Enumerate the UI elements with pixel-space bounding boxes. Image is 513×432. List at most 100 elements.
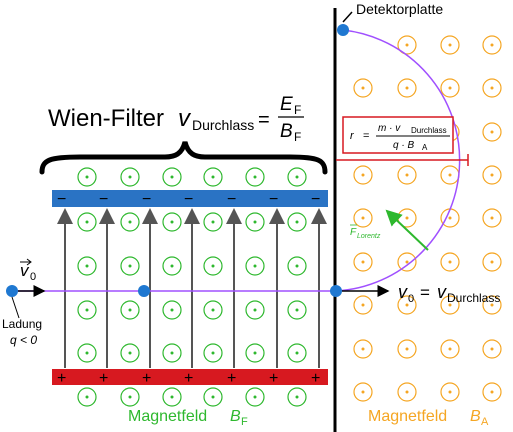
field-ring [482,339,502,359]
field-ring [287,387,307,407]
field-out-of-page-icon [245,343,265,363]
field-out-of-page-icon [245,167,265,187]
field-ring [245,343,265,363]
field-out-of-page-icon [482,382,502,402]
field-out-of-page-icon [162,256,182,276]
field-dot [448,173,452,177]
field-ring [203,300,223,320]
magnetfeld-A-symbol: B [470,408,481,425]
electric-field-arrows [57,208,327,368]
field-ring [162,212,182,232]
force-sub: Lorentz [357,233,381,240]
field-ring [397,295,417,315]
wien-filter-title: Wien-Filter [48,105,164,132]
plus-signs: + + + + + + + [57,370,320,387]
field-out-of-page-icon [397,252,417,272]
field-dot [253,220,257,224]
analysis-field-symbols [353,35,502,402]
field-dot [128,175,132,179]
field-out-of-page-icon [397,295,417,315]
field-ring [287,212,307,232]
field-ring [77,300,97,320]
field-dot [448,86,452,90]
field-ring [120,343,140,363]
plus-sign: + [269,370,278,387]
field-out-of-page-icon [353,208,373,228]
field-dot [361,86,365,90]
field-ring [482,208,502,228]
field-ring [120,300,140,320]
field-out-of-page-icon [482,78,502,98]
field-out-of-page-icon [397,35,417,55]
field-ring [482,252,502,272]
magnetfeld-F-symbol: B [230,408,241,425]
field-ring [440,382,460,402]
field-ring [440,339,460,359]
field-dot [361,390,365,394]
field-ring [77,212,97,232]
field-ring [120,256,140,276]
v0-symbol: v [20,261,30,280]
field-dot [128,351,132,355]
field-out-of-page-icon [482,165,502,185]
field-dot [448,43,452,47]
field-out-of-page-icon [482,35,502,55]
field-ring [203,212,223,232]
minus-sign: − [227,191,236,208]
field-dot [295,264,299,268]
field-dot [295,308,299,312]
field-ring [203,256,223,276]
plus-sign: + [99,370,108,387]
field-out-of-page-icon [162,167,182,187]
plus-sign: + [227,370,236,387]
field-dot [490,216,494,220]
field-out-of-page-icon [482,208,502,228]
field-dot [85,220,89,224]
field-out-of-page-icon [77,387,97,407]
field-ring [397,382,417,402]
wien-field-symbols [77,167,307,407]
field-out-of-page-icon [397,78,417,98]
field-out-of-page-icon [162,343,182,363]
field-out-of-page-icon [77,212,97,232]
field-dot [490,86,494,90]
field-out-of-page-icon [397,165,417,185]
field-dot [295,175,299,179]
wien-B-symbol: B [280,121,293,142]
field-out-of-page-icon [440,165,460,185]
field-dot [405,43,409,47]
v-durchlass-right-symbol: v [437,282,447,302]
field-out-of-page-icon [440,339,460,359]
field-out-of-page-icon [162,300,182,320]
field-ring [245,387,265,407]
field-dot [405,86,409,90]
field-dot [170,220,174,224]
field-ring [162,387,182,407]
field-dot [448,216,452,220]
minus-sign: − [269,191,278,208]
minus-sign: − [99,191,108,208]
field-dot [295,395,299,399]
field-dot [405,390,409,394]
field-out-of-page-icon [287,256,307,276]
field-dot [211,351,215,355]
field-dot [405,173,409,177]
plus-sign: + [184,370,193,387]
field-ring [245,167,265,187]
magnetfeld-A-sub: A [481,416,489,428]
field-out-of-page-icon [162,387,182,407]
field-out-of-page-icon [353,295,373,315]
field-out-of-page-icon [77,167,97,187]
field-out-of-page-icon [120,256,140,276]
field-ring [353,295,373,315]
field-ring [482,35,502,55]
magnetfeld-F-label: Magnetfeld [128,408,207,425]
radius-formula-box [342,116,454,154]
field-out-of-page-icon [287,300,307,320]
positive-plate [52,369,328,385]
ladung-label: Ladung [2,317,42,331]
field-dot [128,308,132,312]
field-out-of-page-icon [287,343,307,363]
field-out-of-page-icon [440,252,460,272]
wien-E-symbol: E [280,94,293,115]
